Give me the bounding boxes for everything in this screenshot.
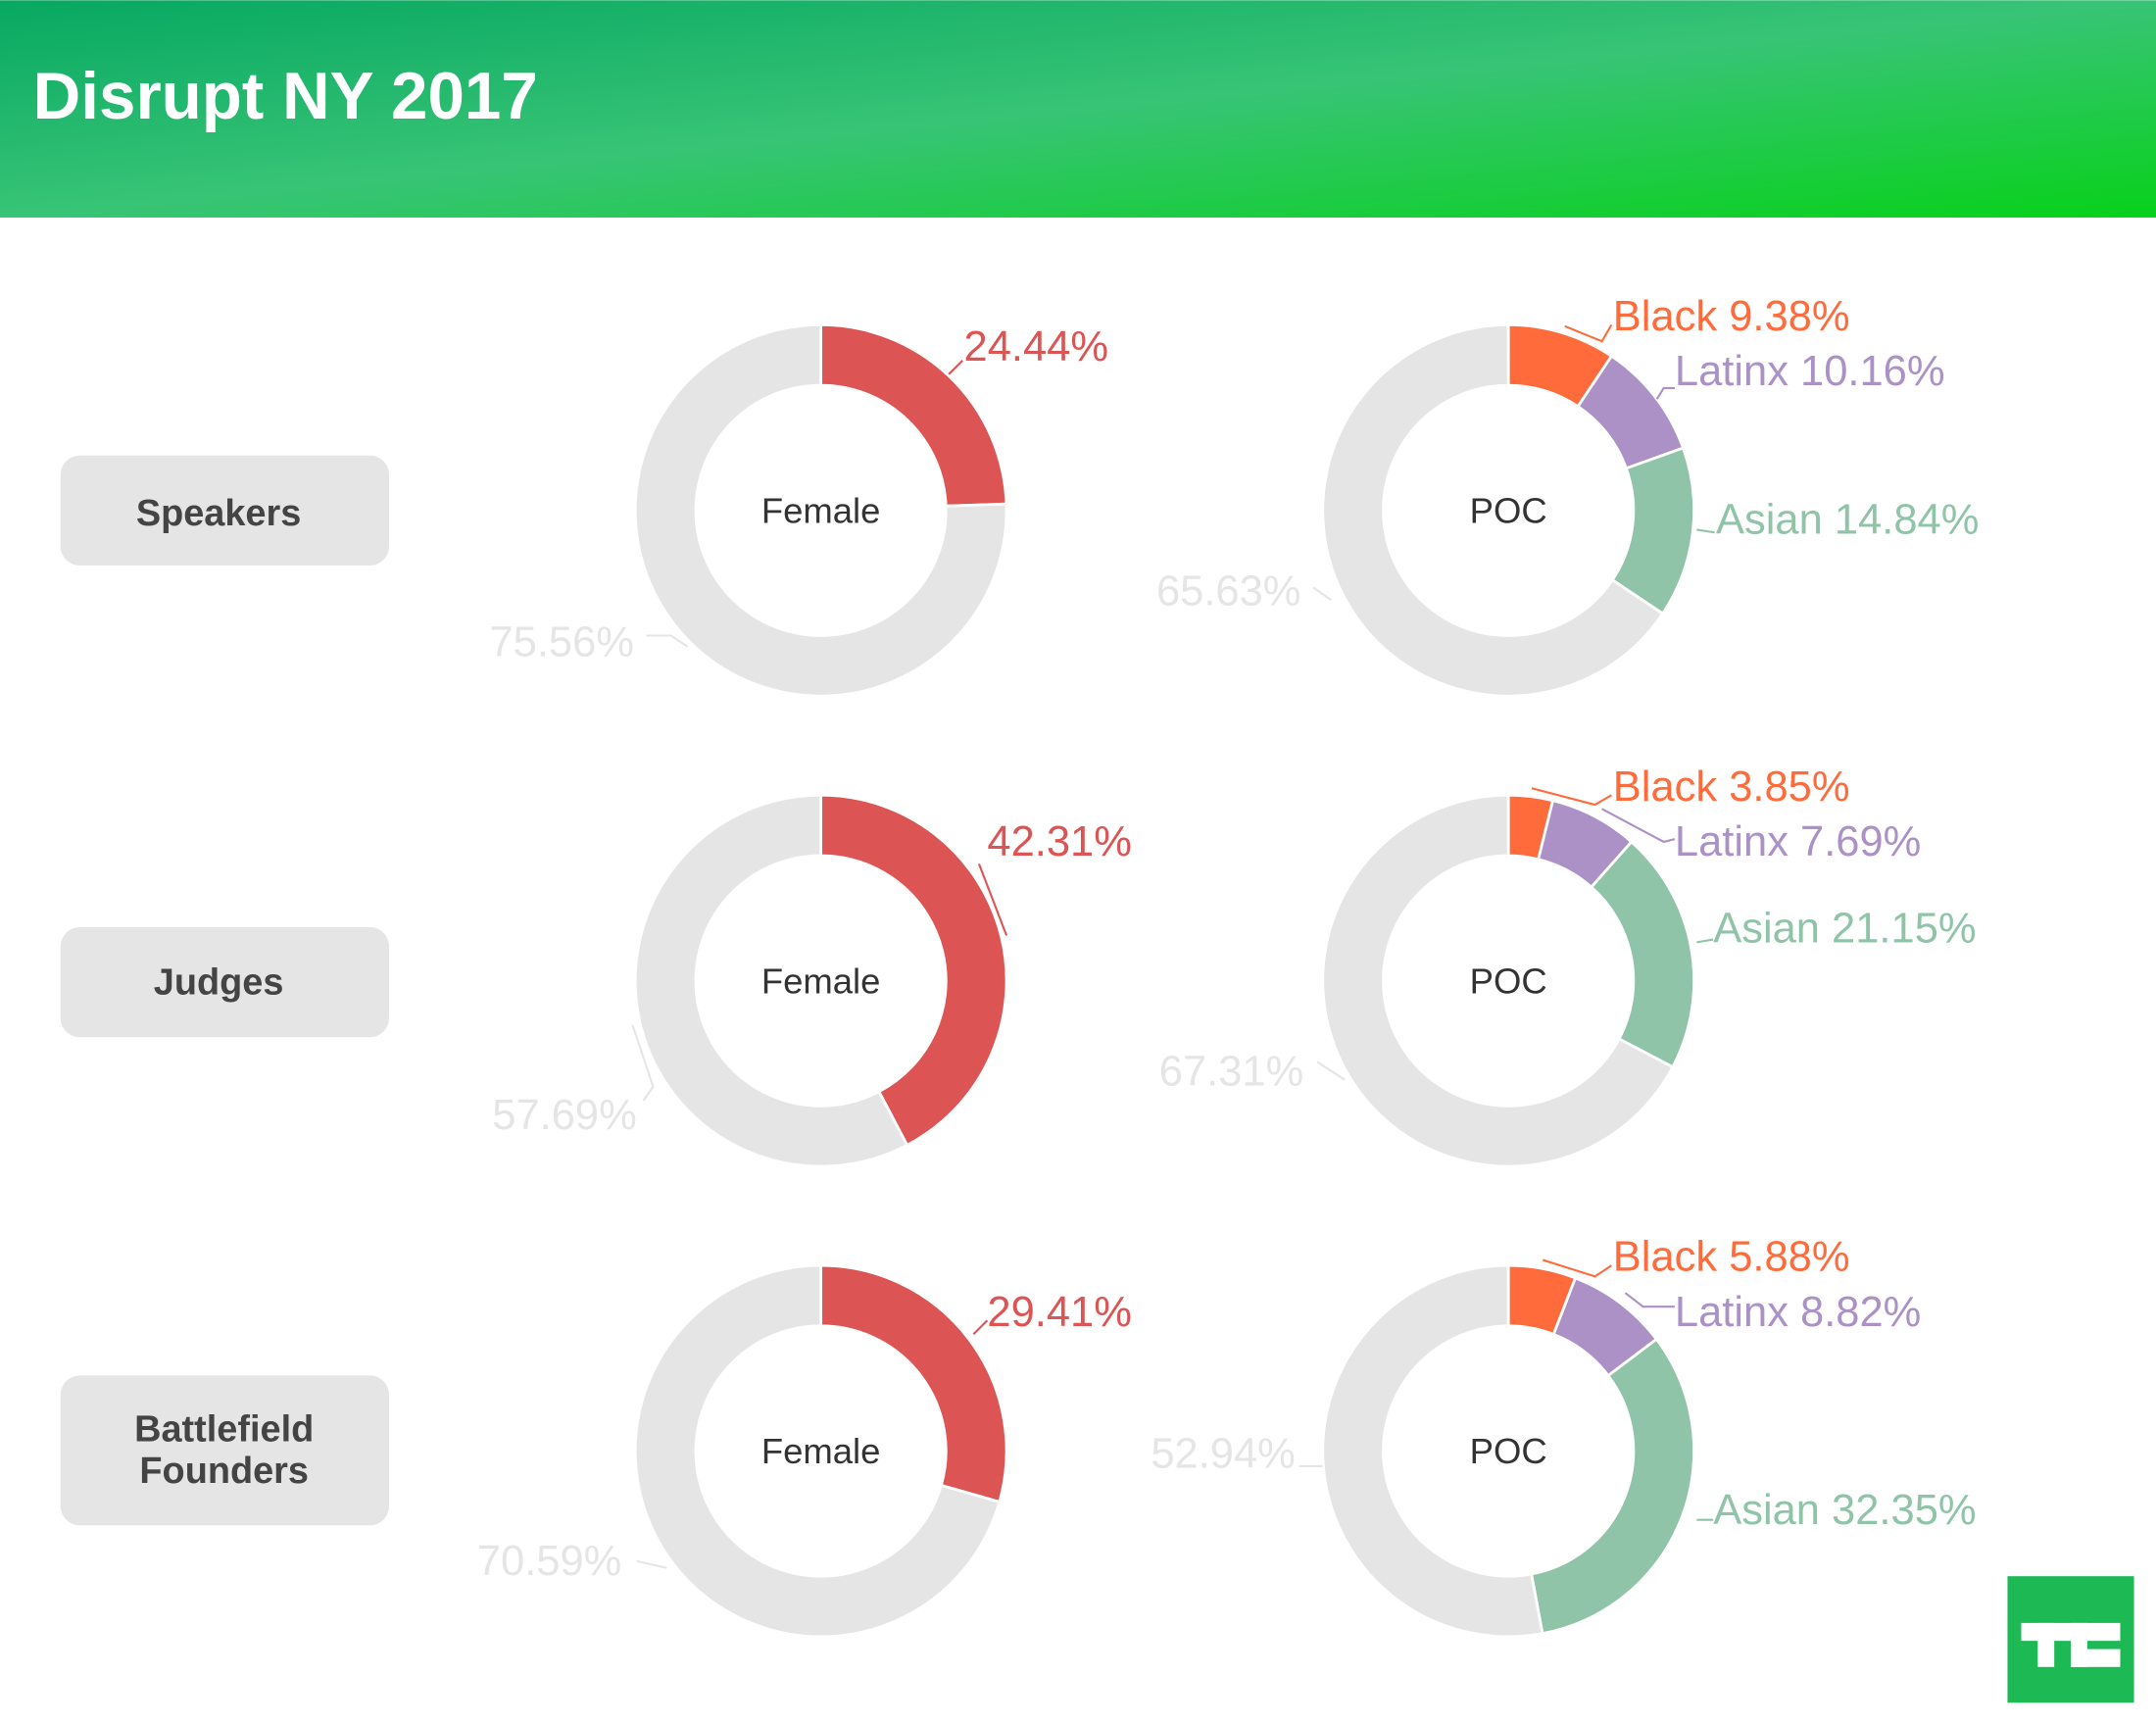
techcrunch-logo [2007, 1576, 2134, 1703]
data-label-other: 70.59% [477, 1538, 621, 1585]
data-label-female: 29.41% [987, 1289, 1131, 1336]
data-label-other: 75.56% [489, 619, 633, 666]
data-label-latinx: Latinx 8.82% [1675, 1289, 1921, 1336]
donut-slice-female [819, 322, 1008, 508]
row-label-speakers: Speakers [60, 455, 390, 566]
donut-slice-asian [1530, 1337, 1695, 1636]
center-label: Female [761, 490, 881, 530]
data-label-other: 67.31% [1159, 1048, 1303, 1095]
svg-text:Speakers: Speakers [136, 493, 301, 534]
data-label-latinx: Latinx 10.16% [1675, 348, 1945, 395]
donut-slice-other [1321, 322, 1665, 698]
center-label: POC [1470, 1431, 1547, 1471]
data-label-other: 52.94% [1151, 1430, 1295, 1477]
data-label-asian: Asian 14.84% [1716, 497, 1979, 544]
page-title: Disrupt NY 2017 [33, 60, 538, 133]
donut-slice-female [819, 1263, 1008, 1504]
center-label: POC [1470, 490, 1547, 530]
svg-text:Judges: Judges [154, 962, 284, 1004]
center-label: Female [761, 961, 881, 1001]
data-label-asian: Asian 32.35% [1713, 1487, 1976, 1534]
data-label-female: 42.31% [987, 818, 1131, 865]
header-banner [0, 0, 2156, 218]
svg-text:Battlefield: Battlefield [134, 1409, 314, 1451]
donut-slice-other [633, 1263, 1002, 1639]
donut-slice-asian [1589, 839, 1695, 1069]
leader-lines [631, 323, 1715, 1569]
donut-slice-other [633, 793, 909, 1168]
donut-slice-other [1321, 1263, 1544, 1639]
center-label: POC [1470, 961, 1547, 1001]
data-label-black: Black 5.88% [1613, 1234, 1850, 1281]
data-label-female: 24.44% [964, 323, 1108, 370]
data-label-black: Black 3.85% [1613, 764, 1850, 811]
center-label: Female [761, 1431, 881, 1471]
data-label-other: 65.63% [1156, 568, 1300, 616]
donut-slice-female [819, 793, 1008, 1148]
donut-slice-other [633, 322, 1008, 698]
data-label-asian: Asian 21.15% [1713, 905, 1976, 952]
data-label-other: 57.69% [492, 1092, 636, 1139]
svg-text:Founders: Founders [139, 1451, 309, 1492]
donut-slice-other [1321, 793, 1675, 1168]
data-label-black: Black 9.38% [1613, 293, 1850, 340]
row-label-judges: Judges [60, 926, 390, 1038]
data-label-latinx: Latinx 7.69% [1675, 818, 1921, 865]
row-label-battlefield-founders: Battlefield Founders [60, 1375, 390, 1526]
